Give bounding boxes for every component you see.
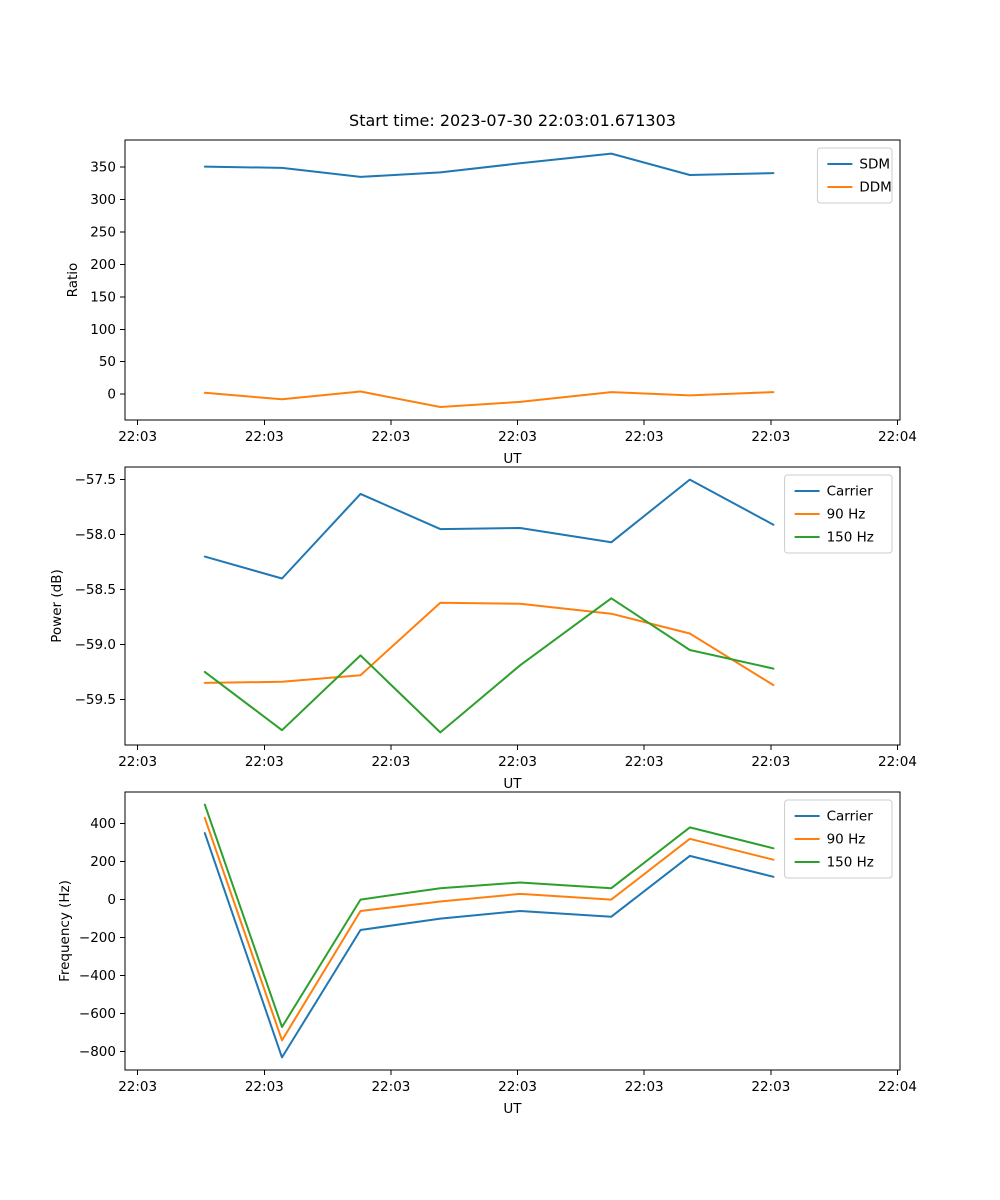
x-tick-label: 22:04 (878, 754, 917, 770)
x-tick-label: 22:03 (498, 754, 537, 770)
series-line-ddm (203, 390, 775, 408)
y-axis-label: Ratio (65, 263, 81, 298)
y-tick-label: 50 (99, 354, 116, 370)
legend-box (816, 147, 893, 204)
x-tick-label: 22:03 (498, 1079, 537, 1095)
x-tick-label: 22:03 (751, 1079, 790, 1095)
axes-frame (124, 791, 901, 1071)
series-line-sdm (203, 152, 775, 178)
x-tick-label: 22:03 (625, 429, 664, 445)
x-tick-label: 22:03 (118, 429, 157, 445)
series-line-carrier (203, 478, 775, 580)
series-line-90-hz (203, 816, 775, 1042)
x-tick-label: 22:03 (245, 1079, 284, 1095)
x-tick-label: 22:03 (245, 429, 284, 445)
y-tick-label: −400 (79, 968, 116, 984)
series-line-carrier (203, 832, 775, 1059)
x-tick-label: 22:03 (118, 754, 157, 770)
x-axis-label: UT (503, 1101, 522, 1117)
chart-1: 22:03 22:03 22:03 22:03 22:03 22:03 22:04 −59.5… (49, 466, 917, 792)
y-tick-label: −57.5 (75, 472, 116, 488)
y-axis-label: Power (dB) (49, 569, 65, 642)
axes-frame (124, 466, 901, 746)
y-tick-label: −800 (79, 1044, 116, 1060)
y-tick-label: 100 (90, 322, 116, 338)
series-line-150-hz (203, 597, 775, 734)
axes-frame (124, 139, 901, 421)
y-tick-label: −58.5 (75, 582, 116, 598)
x-tick-label: 22:03 (751, 429, 790, 445)
chart-2: 22:03 22:03 22:03 22:03 22:03 22:03 22:04 −800 −… (57, 791, 917, 1117)
legend-label-carrier: Carrier (827, 809, 874, 825)
chart-0: 22:03 22:03 22:03 22:03 22:03 22:03 22:04 0 50 10… (65, 139, 917, 467)
x-tick-label: 22:03 (625, 754, 664, 770)
legend-box (784, 474, 893, 554)
y-tick-label: 200 (90, 257, 116, 273)
y-tick-label: −200 (79, 930, 116, 946)
y-tick-label: 0 (107, 892, 116, 908)
y-tick-label: 400 (90, 816, 116, 832)
x-tick-label: 22:04 (878, 429, 917, 445)
legend-label-sdm: SDM (859, 157, 890, 173)
legend-label-90-hz: 90 Hz (827, 507, 866, 523)
y-tick-label: 200 (90, 854, 116, 870)
y-tick-label: 0 (107, 387, 116, 403)
x-tick-label: 22:03 (498, 429, 537, 445)
series-line-150-hz (203, 803, 775, 1028)
y-tick-label: −59.5 (75, 692, 116, 708)
x-tick-label: 22:04 (878, 1079, 917, 1095)
x-tick-label: 22:03 (371, 754, 410, 770)
y-tick-label: −600 (79, 1006, 116, 1022)
y-tick-label: 150 (90, 289, 116, 305)
x-axis-label: UT (503, 776, 522, 792)
x-tick-label: 22:03 (371, 1079, 410, 1095)
legend-box (784, 799, 893, 879)
figure-title: Start time: 2023-07-30 22:03:01.671303 (349, 111, 676, 130)
legend-label-ddm: DDM (859, 180, 891, 196)
legend-label-carrier: Carrier (827, 484, 874, 500)
y-tick-label: −58.0 (75, 527, 116, 543)
legend-label-150-hz: 150 Hz (827, 855, 874, 871)
legend-label-90-hz: 90 Hz (827, 832, 866, 848)
series-line-90-hz (203, 601, 775, 687)
x-tick-label: 22:03 (625, 1079, 664, 1095)
x-tick-label: 22:03 (118, 1079, 157, 1095)
legend-label-150-hz: 150 Hz (827, 530, 874, 546)
x-tick-label: 22:03 (751, 754, 790, 770)
y-tick-label: 350 (90, 160, 116, 176)
y-tick-label: −59.0 (75, 637, 116, 653)
y-axis-label: Frequency (Hz) (57, 880, 73, 982)
x-tick-label: 22:03 (371, 429, 410, 445)
x-tick-label: 22:03 (245, 754, 284, 770)
y-tick-label: 250 (90, 225, 116, 241)
y-tick-label: 300 (90, 192, 116, 208)
x-axis-label: UT (503, 451, 522, 467)
